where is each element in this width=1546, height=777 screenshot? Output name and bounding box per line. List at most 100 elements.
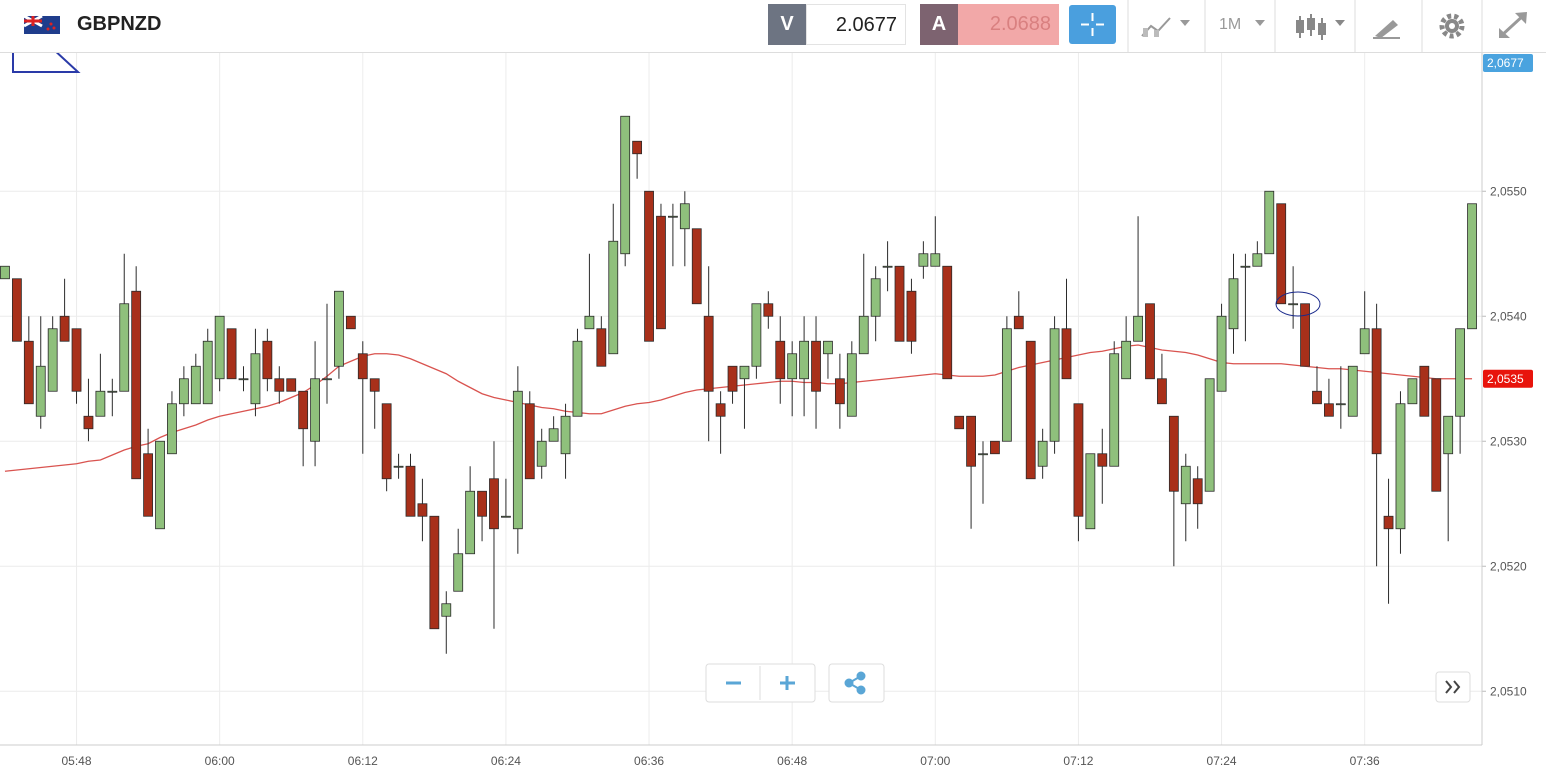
y-tick-label: 2,0510 (1490, 684, 1527, 698)
candle-body (739, 365, 750, 380)
candle-body (1455, 328, 1466, 417)
candle-body (1228, 278, 1239, 330)
candle-body (95, 390, 106, 417)
candle-body (167, 403, 177, 455)
candle-body (715, 403, 726, 417)
ask-label[interactable]: A (920, 4, 958, 45)
candle-body (930, 253, 941, 267)
toolbar-icons (1127, 0, 1527, 52)
candle-body (250, 353, 261, 405)
candle-body (1157, 378, 1167, 405)
share-button[interactable] (828, 663, 885, 703)
candle-body (667, 215, 678, 218)
candle-body (1288, 303, 1299, 306)
candle-body (1180, 465, 1191, 505)
x-tick-label: 05:48 (62, 754, 92, 768)
candle-body (1359, 328, 1370, 355)
crosshair-button[interactable] (1069, 5, 1116, 44)
candle-body (0, 265, 10, 280)
candle-body (214, 315, 225, 380)
candle-style-button[interactable] (1296, 14, 1345, 40)
candle-body (858, 315, 869, 355)
candle-body (465, 490, 476, 555)
candle-body (441, 603, 452, 617)
candle-body (59, 315, 70, 342)
timeframe[interactable]: 1M (1219, 16, 1242, 33)
candle-body (882, 265, 893, 268)
y-tick-label: 2,0540 (1490, 309, 1527, 323)
scroll-end-button[interactable] (1435, 671, 1471, 703)
candle-body (966, 415, 976, 467)
candle-body (799, 340, 810, 380)
candle-body (143, 453, 153, 517)
candle-body (1264, 190, 1275, 255)
candle-body (369, 378, 380, 392)
candle-body (286, 378, 297, 392)
candle-body (536, 440, 547, 467)
candle-body (1216, 315, 1227, 392)
symbol: GBPNZD (77, 13, 162, 35)
candle-body (381, 403, 392, 480)
candle-body (274, 378, 285, 392)
candle-body (71, 328, 82, 392)
candle-body (298, 390, 309, 430)
candle-body (238, 378, 249, 381)
candle-body (405, 465, 416, 517)
candle-body (1443, 415, 1454, 455)
candle-body (393, 465, 404, 468)
candle-body (226, 328, 237, 380)
x-tick-label: 06:48 (777, 754, 807, 768)
candle-body (1300, 303, 1310, 367)
candle-body (1133, 315, 1143, 342)
candle-body (1335, 403, 1346, 406)
x-tick-label: 07:12 (1063, 754, 1093, 768)
ask-price[interactable]: 2.0688 (958, 4, 1059, 45)
price-tag-label: 2,0535 (1487, 372, 1524, 386)
candle-body (1001, 328, 1012, 442)
candle-body (823, 340, 833, 355)
candle-body (811, 340, 821, 392)
candle-body (178, 378, 189, 405)
candle-body (1240, 265, 1251, 268)
chevron (1453, 680, 1461, 694)
chart-type-button[interactable] (1141, 17, 1190, 37)
price-tag (1483, 54, 1533, 72)
x-tick-label: 06:12 (348, 754, 378, 768)
y-tick-label: 2,0520 (1490, 559, 1527, 573)
candle-body (1431, 378, 1442, 492)
candle-body (679, 203, 690, 230)
candle-body (1395, 403, 1406, 530)
toolbar: GBPNZD V 2.0677 A 2.0688 1M (0, 0, 1546, 53)
bid-label[interactable]: V (768, 4, 806, 45)
candle-body (334, 290, 344, 367)
price-tag (1483, 369, 1533, 388)
candle-body (11, 278, 22, 342)
candle-body (548, 428, 559, 442)
candle-body (429, 515, 440, 630)
moving-average-line (4, 344, 1473, 472)
candle-body (608, 240, 619, 355)
candle-body (1192, 478, 1203, 505)
candle-body (417, 503, 428, 517)
fullscreen-button[interactable] (1499, 12, 1527, 38)
candle-body (1276, 203, 1287, 305)
zoom-controls (705, 663, 1471, 703)
candle-body (870, 278, 881, 317)
timeframe-button[interactable] (1255, 20, 1265, 26)
candle-body (1371, 328, 1382, 455)
candle-body (512, 390, 523, 530)
bid-price[interactable]: 2.0677 (806, 4, 906, 45)
draw-tool-button[interactable] (1373, 20, 1400, 39)
candle-body (322, 378, 332, 381)
candle-body (620, 115, 631, 255)
price-tag-label: 2,0677 (1487, 56, 1524, 70)
candle-body (834, 378, 845, 405)
candle-body (262, 340, 273, 380)
x-tick-label: 07:00 (920, 754, 950, 768)
candle-body (1383, 515, 1394, 530)
candle-body (119, 303, 130, 392)
candle-body (1312, 390, 1322, 405)
settings-button[interactable] (1439, 13, 1465, 39)
